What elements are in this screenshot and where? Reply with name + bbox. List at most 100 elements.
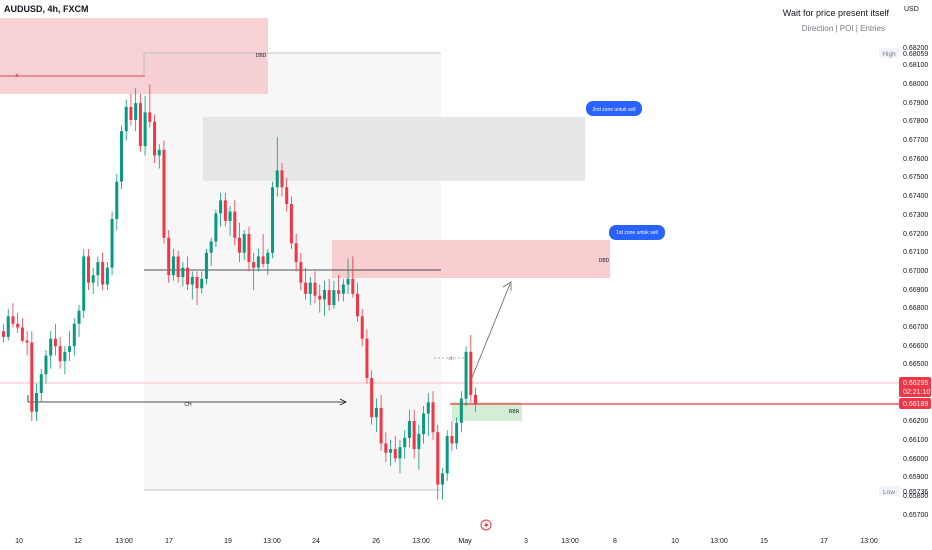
- candle-body: [77, 310, 81, 324]
- candle-body: [30, 342, 34, 412]
- low-marker: Low 0.65736: [879, 486, 928, 496]
- x-tick-label: 17: [165, 538, 173, 545]
- x-tick-label: 3: [524, 538, 528, 545]
- candle-body: [426, 402, 430, 414]
- candle-body: [190, 277, 194, 285]
- x-tick-label: May: [458, 538, 472, 545]
- x-tick-label: 13:00: [115, 538, 133, 545]
- candle-body: [181, 267, 185, 278]
- candle-body: [379, 407, 383, 444]
- candle-body: [25, 340, 29, 343]
- level-price-tag: 0.66189: [899, 398, 931, 409]
- x-tick-label: 13:00: [710, 538, 728, 545]
- candle-body: [346, 278, 350, 285]
- candle-body: [417, 434, 421, 450]
- high-value: 0.68059: [903, 51, 928, 58]
- candle-body: [351, 278, 355, 294]
- candle-body: [275, 170, 279, 188]
- callout-2nd-bg: [586, 101, 642, 116]
- callout-1st-text: 1st zone untuk sell: [616, 230, 657, 236]
- candle-body: [223, 200, 227, 221]
- time-axis[interactable]: 10 12 13:00 17 19 13:00 24 26 13:00 May 3 13:00 8 10 1…: [15, 538, 878, 545]
- lines-layer: [0, 52, 899, 491]
- x-tick-label: 10: [671, 538, 679, 545]
- candle-body: [228, 211, 232, 221]
- y-tick-label: 0.67100: [903, 249, 928, 256]
- candle-body: [110, 219, 114, 268]
- candle-body: [360, 316, 364, 339]
- last-price-bg: [899, 377, 931, 397]
- countdown-timer: 02:21:10: [903, 389, 930, 396]
- callout-1st-zone[interactable]: 1st zone untuk sell: [609, 225, 665, 240]
- candle-body: [186, 267, 190, 285]
- candle-body: [148, 112, 152, 122]
- candle-body: [356, 293, 359, 317]
- callout-2nd-zone[interactable]: 2nd zone untuk sell: [586, 101, 642, 116]
- candle-body: [101, 262, 105, 285]
- lightning-icon[interactable]: [480, 519, 492, 531]
- candle-body: [238, 237, 241, 253]
- candle-body: [63, 351, 67, 362]
- y-tick-label: 0.65900: [903, 474, 928, 481]
- candle-body: [389, 449, 393, 453]
- x-tick-label: 13:00: [412, 538, 430, 545]
- low-label: Low: [883, 489, 895, 496]
- candle-body: [271, 187, 275, 253]
- y-tick-label: 0.66200: [903, 418, 928, 425]
- candle-body: [6, 316, 10, 337]
- y-tick-label: 0.66500: [903, 361, 928, 368]
- low-value: 0.65736: [903, 489, 928, 496]
- candle-body: [322, 290, 326, 300]
- candle-body: [204, 252, 208, 279]
- x-tick-label: 26: [372, 538, 380, 545]
- candle-body: [167, 237, 171, 276]
- candle-body: [304, 282, 308, 294]
- candle-body: [209, 241, 213, 253]
- candle-body: [374, 407, 378, 418]
- x-tick-label: 13:00: [561, 538, 579, 545]
- x-tick-label: 13:00: [263, 538, 281, 545]
- candle-body: [233, 211, 237, 238]
- candle-body: [422, 413, 426, 435]
- candle-body: [450, 435, 454, 444]
- candle-body: [313, 282, 317, 296]
- candle-body: [455, 422, 459, 444]
- candle-body: [2, 331, 5, 337]
- x-tick-label: 24: [312, 538, 320, 545]
- candle-body: [157, 149, 161, 156]
- candle-body: [332, 290, 336, 306]
- candle-body: [39, 374, 43, 393]
- note-subtitle: Direction | POI | Entries: [802, 24, 885, 33]
- y-tick-label: 0.68100: [903, 62, 928, 69]
- callout-2nd-text: 2nd zone untuk sell: [592, 107, 635, 113]
- y-tick-label: 0.66000: [903, 456, 928, 463]
- candle-body: [266, 252, 270, 264]
- candle-body: [308, 282, 312, 294]
- y-tick-label: 0.66700: [903, 324, 928, 331]
- projection-arrow: [470, 283, 511, 381]
- y-tick-label: 0.66900: [903, 287, 928, 294]
- candle-body: [68, 346, 72, 352]
- candle-body: [459, 398, 463, 423]
- candle-body: [86, 256, 90, 283]
- x-tick-label: 13:00: [860, 538, 878, 545]
- candle-body: [289, 204, 293, 244]
- candle-body: [138, 103, 142, 147]
- lightning-icon-bolt: [484, 521, 489, 530]
- y-tick-label: 0.66600: [903, 343, 928, 350]
- candles-layer: [2, 84, 477, 500]
- candle-body: [171, 256, 175, 276]
- candle-body: [16, 323, 20, 328]
- level-price-bg: [899, 398, 931, 409]
- grey-zone-2nd: [203, 117, 585, 181]
- price-axis[interactable]: 0.68200 0.68100 0.68000 0.67900 0.67800 0.677…: [903, 45, 928, 519]
- y-tick-label: 0.67400: [903, 193, 928, 200]
- candle-body: [285, 187, 289, 205]
- candle-body: [219, 200, 223, 214]
- y-tick-label: 0.66800: [903, 305, 928, 312]
- candle-body: [398, 447, 402, 459]
- candle-body: [247, 234, 251, 263]
- y-tick-label: 0.67700: [903, 137, 928, 144]
- candle-body: [143, 112, 147, 147]
